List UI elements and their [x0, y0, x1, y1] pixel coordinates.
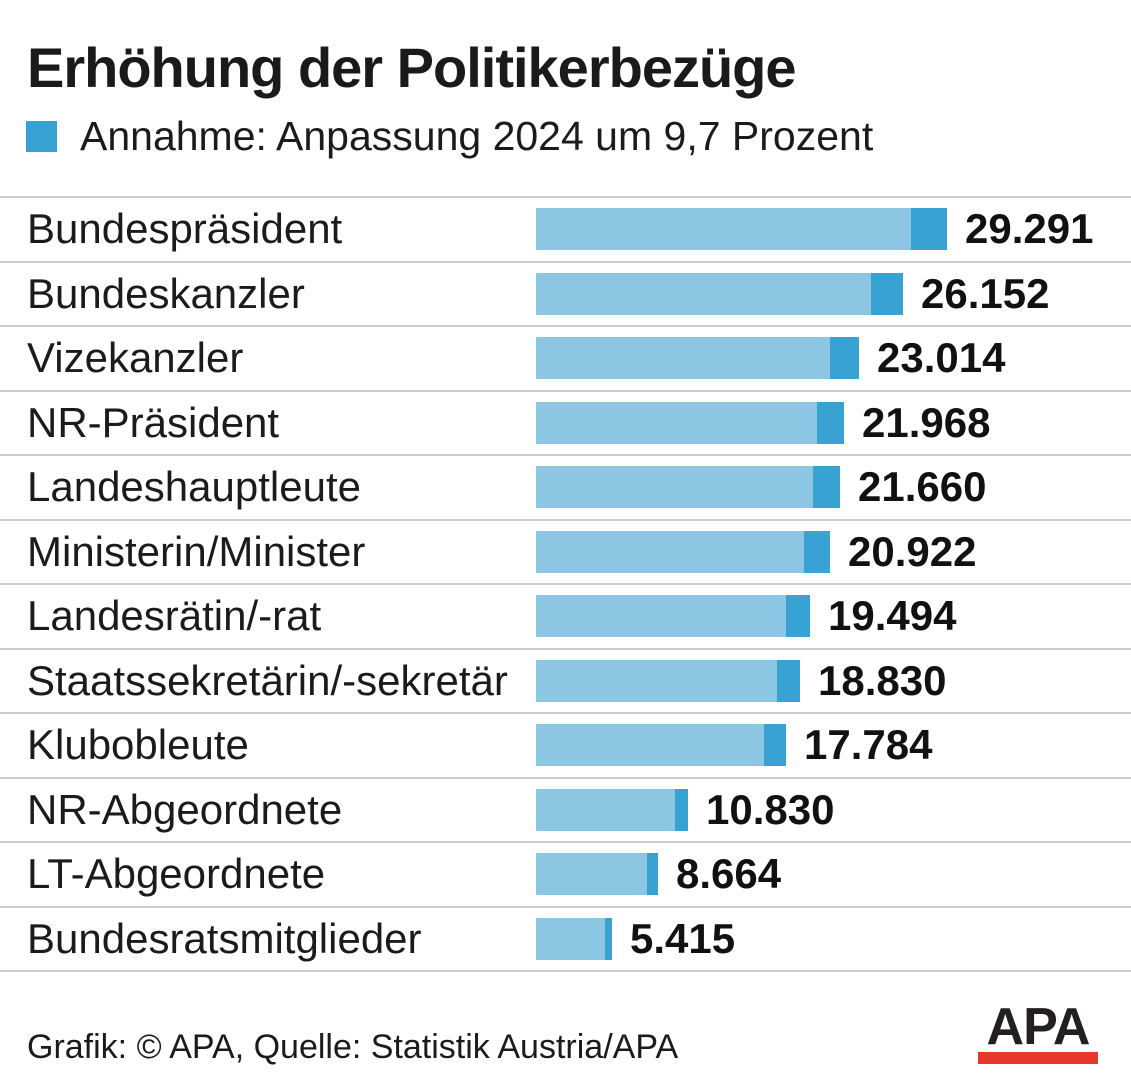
- bar-base-segment: [536, 724, 764, 767]
- bar: 5.415: [536, 915, 735, 963]
- chart-row: Staatssekretärin/-sekretär 18.830: [0, 647, 1131, 713]
- bar: 18.830: [536, 657, 946, 705]
- bar-increase-segment: [817, 401, 844, 444]
- row-label: Ministerin/Minister: [27, 527, 366, 575]
- bar-increase-segment: [777, 659, 800, 702]
- bar-base-segment: [536, 466, 813, 509]
- row-label: Bundespräsident: [27, 205, 343, 253]
- row-label: Klubobleute: [27, 721, 249, 769]
- apa-logo: APA: [978, 998, 1098, 1064]
- bar: 8.664: [536, 850, 781, 898]
- chart-row: Ministerin/Minister 20.922: [0, 518, 1131, 584]
- chart-row: Bundesratsmitglieder 5.415: [0, 905, 1131, 971]
- value-label: 26.152: [921, 269, 1050, 317]
- bar-base-segment: [536, 337, 830, 380]
- value-label: 19.494: [828, 592, 957, 640]
- row-label: LT-Abgeordnete: [27, 850, 326, 898]
- row-label: Vizekanzler: [27, 334, 244, 382]
- bar-base-segment: [536, 401, 817, 444]
- bar-base-segment: [536, 917, 605, 960]
- row-label: Bundesratsmitglieder: [27, 914, 422, 962]
- bar-base-segment: [536, 595, 786, 638]
- bar: 23.014: [536, 334, 1005, 382]
- legend: Annahme: Anpassung 2024 um 9,7 Prozent: [26, 113, 873, 159]
- bar: 29.291: [536, 205, 1093, 253]
- value-label: 29.291: [965, 205, 1094, 253]
- value-label: 5.415: [630, 914, 736, 962]
- chart-row: NR-Präsident 21.968: [0, 389, 1131, 455]
- value-label: 18.830: [818, 656, 947, 704]
- value-label: 10.830: [706, 785, 835, 833]
- bar: 10.830: [536, 786, 834, 834]
- bar: 17.784: [536, 721, 932, 769]
- chart-row: Klubobleute 17.784: [0, 712, 1131, 777]
- chart-row: Bundeskanzler 26.152: [0, 260, 1131, 326]
- bar: 19.494: [536, 592, 956, 640]
- legend-swatch: [26, 120, 57, 152]
- bar-base-segment: [536, 853, 647, 896]
- legend-label: Annahme: Anpassung 2024 um 9,7 Prozent: [80, 112, 874, 159]
- chart-row: Landesrätin/-rat 19.494: [0, 583, 1131, 648]
- bar-increase-segment: [804, 530, 830, 573]
- bar-increase-segment: [871, 272, 903, 315]
- bar-base-segment: [536, 659, 777, 702]
- chart-row: Landeshauptleute 21.660: [0, 454, 1131, 519]
- bar-base-segment: [536, 530, 804, 573]
- bar-increase-segment: [764, 724, 786, 767]
- bar: 21.660: [536, 463, 986, 511]
- bar-increase-segment: [647, 853, 658, 896]
- value-label: 17.784: [804, 721, 933, 769]
- bar-increase-segment: [786, 595, 810, 638]
- bar-increase-segment: [605, 917, 612, 960]
- bar-increase-segment: [675, 788, 688, 831]
- row-label: NR-Präsident: [27, 398, 280, 446]
- bar: 21.968: [536, 399, 990, 447]
- value-label: 8.664: [676, 850, 782, 898]
- apa-logo-red-bar: [978, 1051, 1098, 1064]
- chart-row: Bundespräsident 29.291: [0, 196, 1131, 261]
- bar-base-segment: [536, 272, 871, 315]
- bar-base-segment: [536, 788, 675, 831]
- apa-logo-text: APA: [986, 998, 1091, 1056]
- value-label: 21.660: [858, 463, 987, 511]
- chart-row: NR-Abgeordnete 10.830: [0, 776, 1131, 842]
- row-label: NR-Abgeordnete: [27, 785, 343, 833]
- footer-credit: Grafik: © APA, Quelle: Statistik Austria…: [27, 1028, 679, 1066]
- row-label: Bundeskanzler: [27, 269, 305, 317]
- bar-increase-segment: [911, 208, 947, 251]
- value-label: 23.014: [877, 334, 1006, 382]
- chart-row: Vizekanzler 23.014: [0, 325, 1131, 390]
- value-label: 20.922: [848, 527, 977, 575]
- bar-increase-segment: [830, 337, 859, 380]
- bar: 20.922: [536, 528, 976, 576]
- value-label: 21.968: [862, 398, 991, 446]
- chart-title: Erhöhung der Politikerbezüge: [27, 36, 797, 99]
- bar-chart: Bundespräsident 29.291 Bundeskanzler 26.152…: [0, 196, 1131, 972]
- chart-row: LT-Abgeordnete 8.664: [0, 841, 1131, 906]
- row-label: Landeshauptleute: [27, 463, 361, 511]
- row-label: Staatssekretärin/-sekretär: [27, 656, 508, 704]
- bar-increase-segment: [813, 466, 840, 509]
- bar-base-segment: [536, 208, 911, 251]
- bar: 26.152: [536, 270, 1049, 318]
- row-label: Landesrätin/-rat: [27, 592, 322, 640]
